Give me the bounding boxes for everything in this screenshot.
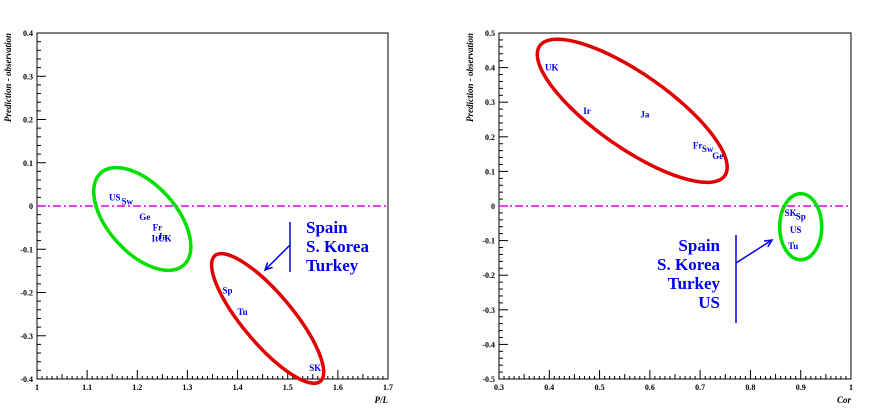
left-x-tick-label: 1.7 xyxy=(383,383,393,392)
right-y-axis-title: Prediction - observation xyxy=(465,33,475,122)
right-annotation-line: S. Korea xyxy=(657,255,720,274)
left-panel: 1 1.1 1.2 1.3 1.4 1.5 1.6 1.7 -0.4 -0.3 -0.2 -0.1 0 0… xyxy=(3,29,393,405)
left-y-tick-label: -0.3 xyxy=(20,332,33,341)
left-point-sw: Sw xyxy=(121,197,133,207)
left-y-tick-label: 0.1 xyxy=(23,159,33,168)
left-annotation-line: Turkey xyxy=(306,256,359,275)
left-x-axis-title: P/L xyxy=(375,395,389,405)
right-point-us: US xyxy=(790,225,802,235)
left-annotation-line: S. Korea xyxy=(306,237,369,256)
left-x-tick-label: 1.4 xyxy=(233,383,243,392)
left-y-tick-label: -0.2 xyxy=(20,289,33,298)
left-y-axis-title: Prediction - observation xyxy=(3,33,13,122)
left-y-tick-label: -0.1 xyxy=(20,245,33,254)
right-y-tick-label: -0.1 xyxy=(482,237,495,246)
left-annotation-arrowhead xyxy=(263,262,273,272)
right-y-tick-label: -0.2 xyxy=(482,271,495,280)
right-point-uk: UK xyxy=(545,63,559,73)
right-y-tick-label: 0.3 xyxy=(485,98,495,107)
left-annotation-arrow xyxy=(264,244,291,271)
left-point-sk: SK xyxy=(309,363,321,373)
right-x-tick-label: 0.4 xyxy=(544,383,554,392)
left-y-tick-label: -0.4 xyxy=(20,375,33,384)
left-x-tick-label: 1.3 xyxy=(182,383,192,392)
right-x-axis-title: Cor xyxy=(837,395,852,405)
right-y-tick-label: 0.4 xyxy=(485,64,495,73)
right-annotation-arrow xyxy=(735,239,773,264)
right-x-tick-label: 0.3 xyxy=(494,383,504,392)
right-x-tick-label: 1 xyxy=(849,383,853,392)
right-point-ir: Ir xyxy=(583,106,591,116)
left-y-tick-label: 0 xyxy=(29,202,33,211)
right-panel: 0.3 0.4 0.5 0.6 0.7 0.8 0.9 1 -0.5 -0.4 -0.3 -0.2 -0… xyxy=(465,29,853,405)
left-point-tu: Tu xyxy=(237,307,247,317)
right-annotation-line: Spain xyxy=(678,236,720,255)
right-y-tick-label: -0.4 xyxy=(482,340,495,349)
right-group-1-outline xyxy=(777,192,824,262)
left-point-sp: Sp xyxy=(223,285,233,295)
left-y-tick-label: 0.2 xyxy=(23,116,33,125)
left-x-tick-label: 1.1 xyxy=(82,383,92,392)
left-point-ge: Ge xyxy=(139,212,150,222)
right-point-tu: Tu xyxy=(788,241,798,251)
right-x-tick-label: 0.7 xyxy=(695,383,705,392)
right-point-ge: Ge xyxy=(712,151,723,161)
left-point-ja: Ja xyxy=(158,231,168,241)
left-point-uk: UK xyxy=(158,233,172,243)
right-y-tick-label: -0.3 xyxy=(482,306,495,315)
left-point-it: It xyxy=(152,233,159,243)
right-annotation-line: US xyxy=(698,293,720,312)
left-x-tick-label: 1.2 xyxy=(132,383,142,392)
right-y-tick-label: 0 xyxy=(491,202,495,211)
right-point-ja: Ja xyxy=(640,109,650,119)
right-point-sk: SK xyxy=(785,208,797,218)
right-y-tick-label: 0.2 xyxy=(485,133,495,142)
left-x-tick-label: 1.6 xyxy=(333,383,343,392)
right-y-tick-label: 0.1 xyxy=(485,167,495,176)
left-point-us: US xyxy=(109,192,121,202)
left-x-tick-label: 1.5 xyxy=(283,383,293,392)
left-y-tick-label: 0.4 xyxy=(23,29,33,38)
left-point-fr: Fr xyxy=(153,223,163,233)
right-annotation-line: Turkey xyxy=(668,274,721,293)
right-x-tick-label: 0.8 xyxy=(745,383,755,392)
right-x-tick-label: 0.9 xyxy=(796,383,806,392)
right-point-sw: Sw xyxy=(702,144,714,154)
left-group-1-outline xyxy=(209,251,326,386)
right-x-tick-label: 0.6 xyxy=(645,383,655,392)
right-group-0-outline xyxy=(535,37,729,185)
right-point-sp: Sp xyxy=(796,211,806,221)
right-y-tick-label: 0.5 xyxy=(485,29,495,38)
left-annotation-line: Spain xyxy=(306,218,348,237)
right-annotation-arrowhead xyxy=(763,239,774,248)
right-x-tick-label: 0.5 xyxy=(595,383,605,392)
left-group-0-outline xyxy=(91,165,193,273)
right-y-tick-label: -0.5 xyxy=(482,375,495,384)
left-x-tick-label: 1 xyxy=(35,383,39,392)
left-y-tick-label: 0.3 xyxy=(23,72,33,81)
right-point-fr: Fr xyxy=(693,140,703,150)
